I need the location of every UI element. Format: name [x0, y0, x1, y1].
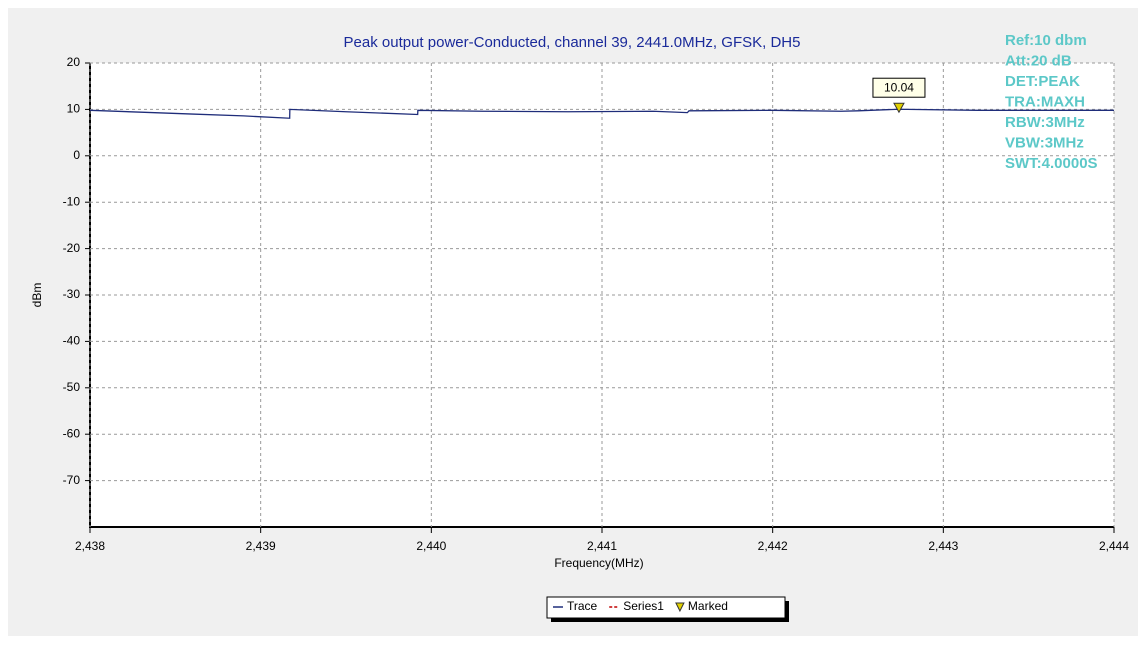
- marker-label-box: [872, 77, 926, 98]
- trace-line: [89, 108, 1114, 119]
- legend-label: Series1: [623, 599, 664, 613]
- annotation: SWT:4.0000S: [1005, 155, 1098, 172]
- annotation: VBW:3MHz: [1005, 134, 1084, 151]
- annotation: Att:20 dB: [1005, 52, 1072, 69]
- annotation: Ref:10 dbm: [1005, 32, 1087, 49]
- x-tick-label: 2,443: [928, 539, 958, 553]
- y-tick-label: -70: [63, 473, 81, 487]
- annotation: DET:PEAK: [1005, 73, 1080, 90]
- x-tick-label: 2,438: [75, 539, 105, 553]
- marker-label: 10.04: [884, 80, 914, 94]
- x-axis-label: Frequency(MHz): [554, 556, 643, 570]
- legend-label: Trace: [567, 599, 598, 613]
- legend: [546, 596, 786, 619]
- y-tick-label: -10: [63, 194, 81, 208]
- y-tick-label: 0: [73, 148, 80, 162]
- x-tick-label: 2,439: [246, 539, 276, 553]
- x-tick-label: 2,442: [758, 539, 788, 553]
- chart-title: Peak output power-Conducted, channel 39,…: [344, 34, 801, 51]
- annotation: RBW:3MHz: [1005, 114, 1085, 131]
- x-tick-label: 2,444: [1099, 539, 1129, 553]
- y-tick-label: -20: [63, 241, 81, 255]
- legend-swatch: [675, 602, 685, 613]
- y-tick-label: 20: [67, 55, 81, 69]
- annotation: TRA:MAXH: [1005, 93, 1085, 110]
- y-tick-label: -60: [63, 426, 81, 440]
- y-tick-label: -50: [63, 380, 81, 394]
- y-tick-label: 10: [67, 102, 81, 116]
- marker: [893, 102, 905, 114]
- x-tick-label: 2,440: [416, 539, 446, 553]
- y-axis-label: dBm: [30, 283, 44, 308]
- x-tick-label: 2,441: [587, 539, 617, 553]
- y-tick-label: -40: [63, 334, 81, 348]
- y-tick-label: -30: [63, 287, 81, 301]
- legend-label: Marked: [688, 599, 728, 613]
